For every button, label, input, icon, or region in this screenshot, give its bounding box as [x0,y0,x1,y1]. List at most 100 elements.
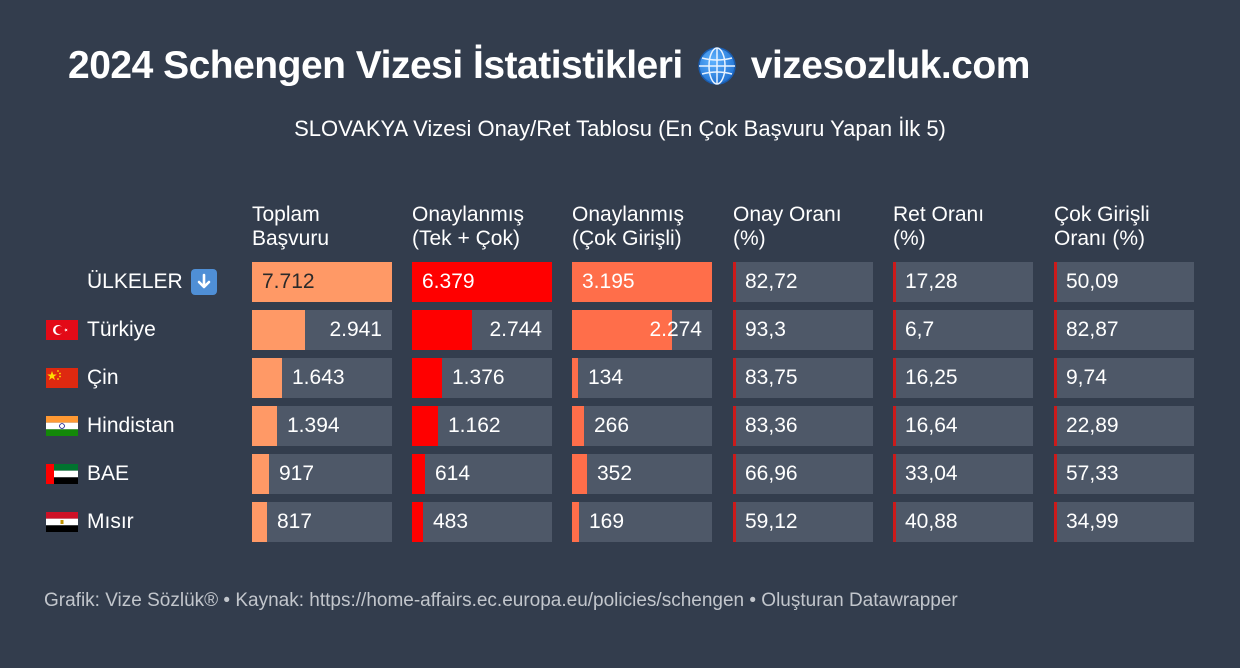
row-label-Mısır: Mısır [46,502,134,542]
value-label: 59,12 [745,510,798,533]
value-label: 50,09 [1066,270,1119,293]
row-label-Türkiye: Türkiye [46,310,156,350]
value-label: 2.744 [489,318,542,341]
cell-rule [1054,406,1057,446]
value-label: 352 [597,462,633,485]
row-label-text: Hindistan [87,414,175,437]
column-header-coklu_orani: Çok Girişli Oranı (%) [1054,203,1150,250]
cell-onay: 6.379 [412,262,552,302]
cell-onay_orani: 83,75 [733,358,873,398]
bar-mark [572,358,578,398]
cell-ret_orani: 33,04 [893,454,1033,494]
cell-rule [1054,454,1057,494]
row-label-Hindistan: Hindistan [46,406,175,446]
column-header-onay_orani: Onay Oranı (%) [733,203,842,250]
value-label: 266 [594,414,630,437]
cell-rule [1054,310,1057,350]
cell-rule [733,406,736,446]
cell-coklu_orani: 82,87 [1054,310,1194,350]
china-flag-icon [46,368,78,388]
value-label: 82,72 [745,270,798,293]
cell-onay_orani: 66,96 [733,454,873,494]
cell-rule [733,502,736,542]
cell-rule [733,310,736,350]
cell-rule [893,262,896,302]
cell-onay_orani: 82,72 [733,262,873,302]
cell-coklu: 134 [572,358,712,398]
bar-mark [252,310,305,350]
cell-rule [893,502,896,542]
cell-rule [893,406,896,446]
bar-mark [572,310,672,350]
value-label: 7.712 [262,270,315,293]
value-label: 1.162 [448,414,501,437]
cell-coklu_orani: 9,74 [1054,358,1194,398]
cell-onay: 2.744 [412,310,552,350]
turkey-flag-icon [46,320,78,340]
bar-mark [412,310,472,350]
cell-onay: 614 [412,454,552,494]
value-label: 483 [433,510,469,533]
cell-rule [1054,358,1057,398]
cell-ret_orani: 40,88 [893,502,1033,542]
cell-coklu_orani: 22,89 [1054,406,1194,446]
value-label: 83,75 [745,366,798,389]
cell-toplam: 2.941 [252,310,392,350]
value-label: 614 [435,462,471,485]
bar-mark [572,406,584,446]
title-right: vizesozluk.com [750,44,1031,87]
bar-mark [252,406,277,446]
value-label: 6.379 [422,270,475,293]
uae-flag-icon [46,464,78,484]
bar-mark [252,502,267,542]
cell-onay: 1.376 [412,358,552,398]
row-label-text: Çin [87,366,119,389]
egypt-flag-icon [46,512,78,532]
cell-onay_orani: 93,3 [733,310,873,350]
bar-mark [252,358,282,398]
cell-rule [733,262,736,302]
cell-rule [893,310,896,350]
value-label: 1.376 [452,366,505,389]
cell-onay: 483 [412,502,552,542]
column-header-toplam: Toplam Başvuru [252,203,330,250]
cell-coklu_orani: 50,09 [1054,262,1194,302]
bar-mark [572,454,587,494]
row-label-text: BAE [87,462,130,485]
value-label: 57,33 [1066,462,1119,485]
bar-mark [412,406,438,446]
cell-onay: 1.162 [412,406,552,446]
value-label: 169 [589,510,625,533]
cell-coklu: 352 [572,454,712,494]
bar-mark [412,454,425,494]
down-arrow-icon [190,269,217,295]
cell-coklu: 3.195 [572,262,712,302]
cell-ret_orani: 16,25 [893,358,1033,398]
cell-rule [1054,262,1057,302]
cell-toplam: 1.394 [252,406,392,446]
bar-mark [252,262,392,302]
value-label: 83,36 [745,414,798,437]
cell-ret_orani: 6,7 [893,310,1033,350]
value-label: 3.195 [582,270,635,293]
column-header-onay: Onaylanmış (Tek + Çok) [412,203,525,250]
value-label: 34,99 [1066,510,1119,533]
india-flag-icon [46,416,78,436]
bar-mark [252,454,269,494]
row-label-text: Mısır [87,510,134,533]
cell-coklu: 169 [572,502,712,542]
cell-ret_orani: 16,64 [893,406,1033,446]
value-label: 6,7 [905,318,935,341]
cell-onay_orani: 59,12 [733,502,873,542]
globe-icon [697,46,737,86]
value-label: 66,96 [745,462,798,485]
cell-coklu: 266 [572,406,712,446]
cell-toplam: 1.643 [252,358,392,398]
chart-title: 2024 Schengen Vizesi İstatistikleri vize… [68,44,1030,88]
row-label-text: ÜLKELER [87,270,183,293]
bar-mark [412,262,552,302]
cell-rule [1054,502,1057,542]
chart-subtitle: SLOVAKYA Vizesi Onay/Ret Tablosu (En Çok… [294,116,946,141]
cell-rule [893,454,896,494]
value-label: 1.643 [292,366,345,389]
